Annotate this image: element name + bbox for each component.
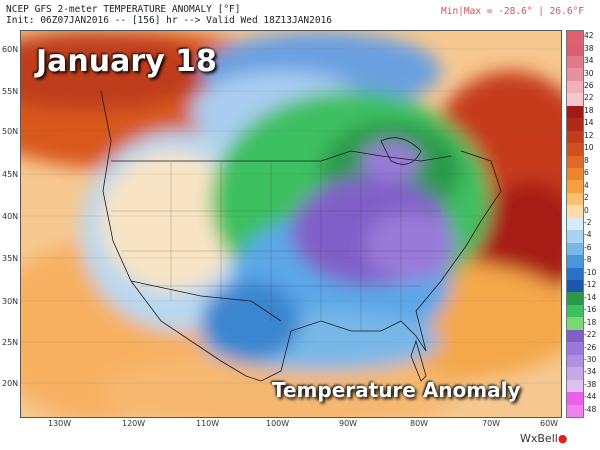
lat-label: 30N <box>2 297 19 306</box>
colorbar-segment <box>567 230 583 244</box>
colorbar-segment <box>567 80 583 94</box>
colorbar-segment <box>567 31 583 44</box>
map-canvas <box>21 31 561 417</box>
graticule <box>21 48 561 384</box>
state-borders <box>111 156 451 331</box>
brand-dot-icon: ● <box>557 432 568 445</box>
colorbar-segment <box>567 255 583 269</box>
colorbar-segment <box>567 317 583 331</box>
colorbar-segment <box>567 304 583 318</box>
colorbar-label: -16 <box>584 305 597 315</box>
colorbar-label: 2 <box>584 193 589 203</box>
colorbar-segment <box>567 130 583 144</box>
colorbar-label: -10 <box>584 267 597 277</box>
min-max-readout: Min|Max = -28.6° | 26.6°F <box>441 6 584 17</box>
colorbar-label: -2 <box>584 218 592 227</box>
colorbar-segment <box>567 143 583 156</box>
colorbar-segment <box>567 105 583 119</box>
colorbar-label: -8 <box>584 255 592 265</box>
colorbar-segment <box>567 392 583 406</box>
colorbar-segment <box>567 155 583 169</box>
lat-label: 55N <box>2 87 19 96</box>
lon-label: 80W <box>410 419 429 428</box>
colorbar-label: -14 <box>584 292 597 302</box>
colorbar-segment <box>567 342 583 356</box>
colorbar-label: -6 <box>584 242 592 252</box>
init-valid-line: Init: 06Z07JAN2016 -- [156] hr --> Valid… <box>6 15 333 26</box>
coastlines <box>100 90 502 382</box>
colorbar-label: -4 <box>584 230 592 240</box>
colorbar-segment <box>567 180 583 194</box>
lon-label: 110W <box>196 419 220 428</box>
lon-label: 90W <box>339 419 358 428</box>
date-overlay-title: January 18 <box>36 44 217 79</box>
lat-label: 45N <box>2 170 19 179</box>
colorbar-segment <box>567 379 583 393</box>
colorbar-segment <box>567 267 583 281</box>
lon-label: 130W <box>48 419 72 428</box>
colorbar-segment <box>567 192 583 206</box>
colorbar-label: -26 <box>584 342 597 352</box>
colorbar-segment <box>567 118 583 132</box>
colorbar-label: 0 <box>584 205 589 215</box>
colorbar-label: 4 <box>584 180 589 190</box>
colorbar-label: 30 <box>584 68 594 78</box>
colorbar-label: 12 <box>584 130 594 140</box>
colorbar-segment <box>567 167 583 181</box>
lon-label: 60W <box>540 419 559 428</box>
colorbar-segment <box>567 329 583 343</box>
colorbar-segment <box>567 354 583 368</box>
colorbar-segment <box>567 43 583 57</box>
brand-logo: WxBell● <box>520 432 567 445</box>
colorbar-label: 38 <box>584 43 594 53</box>
colorbar-label: 18 <box>584 105 594 115</box>
colorbar-label: -12 <box>584 280 597 290</box>
map-header: NCEP GFS 2-meter TEMPERATURE ANOMALY [°F… <box>6 4 594 28</box>
colorbar-label: 42 <box>584 31 594 41</box>
colorbar-segment <box>567 242 583 256</box>
colorbar-label: -48 <box>584 404 597 414</box>
colorbar-label: 14 <box>584 118 594 128</box>
colorbar-label: 26 <box>584 81 594 91</box>
colorbar-label: -44 <box>584 392 597 402</box>
colorbar-label: -30 <box>584 354 597 364</box>
lon-label: 70W <box>482 419 501 428</box>
colorbar-label: 22 <box>584 93 594 103</box>
colorbar-label: -38 <box>584 379 597 389</box>
brand-name: WxBell <box>520 432 558 445</box>
colorbar-segment <box>567 280 583 293</box>
colorbar-segment <box>567 217 583 231</box>
lat-label: 35N <box>2 254 19 263</box>
colorbar-segment <box>567 404 583 418</box>
lat-label: 25N <box>2 338 19 347</box>
colorbar-label: -22 <box>584 330 597 340</box>
colorbar-segment <box>567 205 583 219</box>
colorbar-segment <box>567 292 583 306</box>
caption-overlay: Temperature Anomaly <box>272 378 521 402</box>
colorbar-segment <box>567 367 583 381</box>
colorbar <box>566 30 584 418</box>
lon-label: 120W <box>122 419 146 428</box>
colorbar-label: 6 <box>584 168 589 178</box>
lat-label: 40N <box>2 212 19 221</box>
anomaly-field <box>21 31 561 417</box>
anomaly-map <box>20 30 562 418</box>
lat-label: 20N <box>2 379 19 388</box>
lat-label: 50N <box>2 127 19 136</box>
colorbar-label: 8 <box>584 155 589 165</box>
lat-label: 60N <box>2 45 19 54</box>
colorbar-segment <box>567 68 583 82</box>
colorbar-label: 34 <box>584 56 594 66</box>
map-title: NCEP GFS 2-meter TEMPERATURE ANOMALY [°F… <box>6 4 241 15</box>
colorbar-segment <box>567 55 583 69</box>
colorbar-segment <box>567 93 583 107</box>
colorbar-label: -18 <box>584 317 597 327</box>
colorbar-label: -34 <box>584 367 597 377</box>
colorbar-label: 10 <box>584 143 594 153</box>
lon-label: 100W <box>266 419 290 428</box>
